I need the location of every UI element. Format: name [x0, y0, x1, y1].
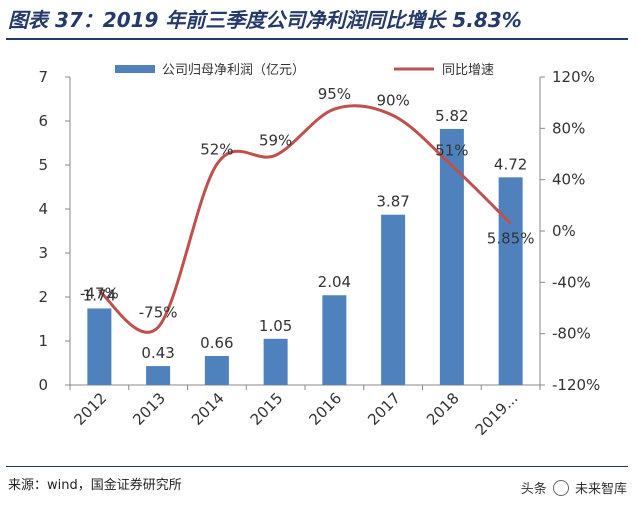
y-left-tick-label: 5 [38, 156, 48, 174]
y-left-tick-label: 2 [38, 288, 48, 306]
line-value-label: 95% [318, 85, 351, 103]
bar [381, 214, 406, 385]
y-right-tick-label: 80% [552, 119, 585, 137]
line-value-label: 5.85% [487, 229, 535, 247]
bar-value-label: 0.66 [200, 334, 233, 352]
x-tick-label: 2013 [129, 389, 169, 429]
line-value-label: 51% [435, 142, 468, 160]
line-series [98, 104, 512, 334]
bar-value-label: 0.43 [141, 344, 174, 362]
y-left-tick-label: 1 [38, 332, 48, 350]
x-tick-label: 2017 [364, 389, 404, 429]
watermark-logo-icon [552, 480, 569, 496]
x-tick-label: 2018 [423, 389, 463, 429]
x-tick-label: 2014 [188, 389, 228, 429]
bar-series [87, 128, 523, 386]
legend-bar-label: 公司归母净利润（亿元） [162, 63, 305, 78]
source-divider [6, 466, 628, 467]
chart-title: 图表 37：2019 年前三季度公司净利润同比增长 5.83% [8, 8, 522, 32]
bar-value-label: 1.74 [83, 286, 116, 304]
legend-line-label: 同比增速 [442, 63, 494, 78]
source-note: 来源：wind，国金证券研究所 [8, 478, 182, 493]
y-right-tick-label: -40% [552, 273, 591, 291]
line-value-label: -75% [139, 303, 178, 321]
line-value-label: 90% [376, 92, 409, 110]
y-left-tick-label: 0 [38, 376, 48, 394]
combo-chart: 公司归母净利润（亿元） 同比增速 0 1 2 3 4 5 6 7 -120% -80% -40% 0%… [38, 63, 600, 439]
bar [146, 366, 171, 385]
data-labels: 1.74 0.43 0.66 1.05 2.04 3.87 5.82 4.72 -47% -75%… [80, 85, 534, 362]
bar [87, 308, 112, 385]
bar-value-label: 1.05 [259, 317, 292, 335]
x-tick-label: 2019... [472, 389, 522, 439]
y-right-tick-label: -120% [552, 376, 600, 394]
y-left-tick-label: 7 [38, 68, 48, 86]
growth-line [98, 104, 512, 334]
y-right-tick-label: 40% [552, 171, 585, 189]
y-left-tick-label: 3 [38, 244, 48, 262]
bar [498, 177, 523, 385]
y-left-tick-label: 4 [38, 200, 48, 218]
y-right-tick-label: 0% [552, 222, 576, 240]
y-right-tick-label: 120% [552, 68, 595, 86]
bar-value-label: 4.72 [494, 155, 527, 173]
x-tick-label: 2015 [247, 389, 287, 429]
bar [204, 355, 229, 385]
legend-bar-swatch [115, 65, 155, 73]
bar-value-label: 5.82 [435, 107, 468, 125]
line-value-label: 59% [259, 131, 292, 149]
y-right-tick-label: -80% [552, 325, 591, 343]
x-tick-label: 2012 [70, 389, 110, 429]
bar [322, 295, 347, 385]
title-divider [6, 38, 628, 40]
watermark: 头条 未来智库 [521, 478, 627, 497]
y-left-tick-label: 6 [38, 112, 48, 130]
bar-value-label: 2.04 [318, 273, 351, 291]
watermark-name: 未来智库 [574, 482, 627, 497]
line-value-label: -47% [80, 284, 119, 302]
x-tick-label: 2016 [305, 389, 345, 429]
watermark-prefix: 头条 [520, 482, 547, 497]
bar-value-label: 3.87 [376, 193, 409, 211]
bar [263, 338, 288, 385]
legend: 公司归母净利润（亿元） 同比增速 [115, 63, 494, 78]
line-value-label: 52% [200, 140, 233, 158]
